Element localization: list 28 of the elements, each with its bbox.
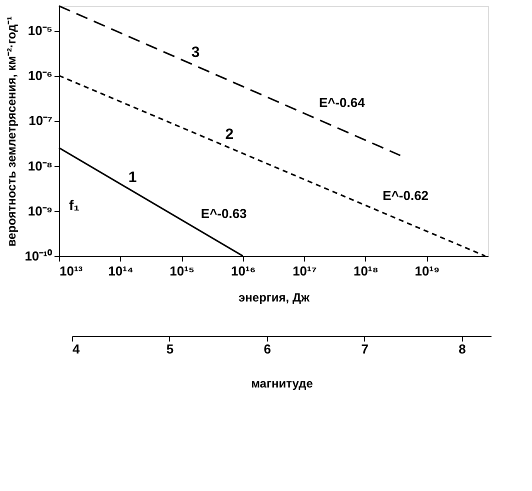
x-axis-title: энергия, Дж: [238, 290, 310, 304]
x-tick-label: 10¹⁶: [230, 264, 256, 278]
x2-tick-label: 4: [72, 342, 80, 356]
y-tick-label: 10⁻⁷: [28, 113, 52, 128]
x2-tick-label: 6: [264, 342, 271, 356]
x-tick-label: 10¹⁴: [108, 264, 134, 278]
x-tick-label: 10¹³: [60, 264, 84, 278]
x-tick-label: 10¹⁷: [292, 264, 317, 278]
series-label: 2: [225, 126, 234, 143]
y-tick-label: 10⁻⁵: [28, 23, 52, 38]
y-axis-title: вероятность землетрясения, км⁻²·год⁻¹: [4, 16, 19, 247]
x-tick-label: 10¹⁸: [353, 264, 378, 278]
annotation: f₁: [69, 197, 80, 213]
x-tick-label: 10¹⁹: [414, 264, 440, 278]
y-tick-label: 10⁻¹⁰: [24, 248, 52, 264]
annotation: E^-0.63: [200, 206, 247, 221]
annotation: E^-0.64: [318, 95, 366, 110]
y-tick-label: 10⁻⁹: [28, 203, 52, 218]
x-tick-label: 10¹⁵: [170, 264, 195, 278]
annotation: E^-0.62: [382, 188, 429, 203]
x2-tick-label: 8: [458, 342, 466, 356]
y-tick-label: 10⁻⁸: [28, 158, 52, 174]
x2-tick-label: 5: [166, 342, 174, 356]
x2-axis-title: магнитуде: [251, 376, 314, 390]
series-label: 3: [191, 44, 200, 61]
y-tick-label: 10⁻⁶: [28, 68, 53, 84]
x2-tick-label: 7: [361, 342, 368, 356]
series-label: 1: [128, 169, 137, 186]
